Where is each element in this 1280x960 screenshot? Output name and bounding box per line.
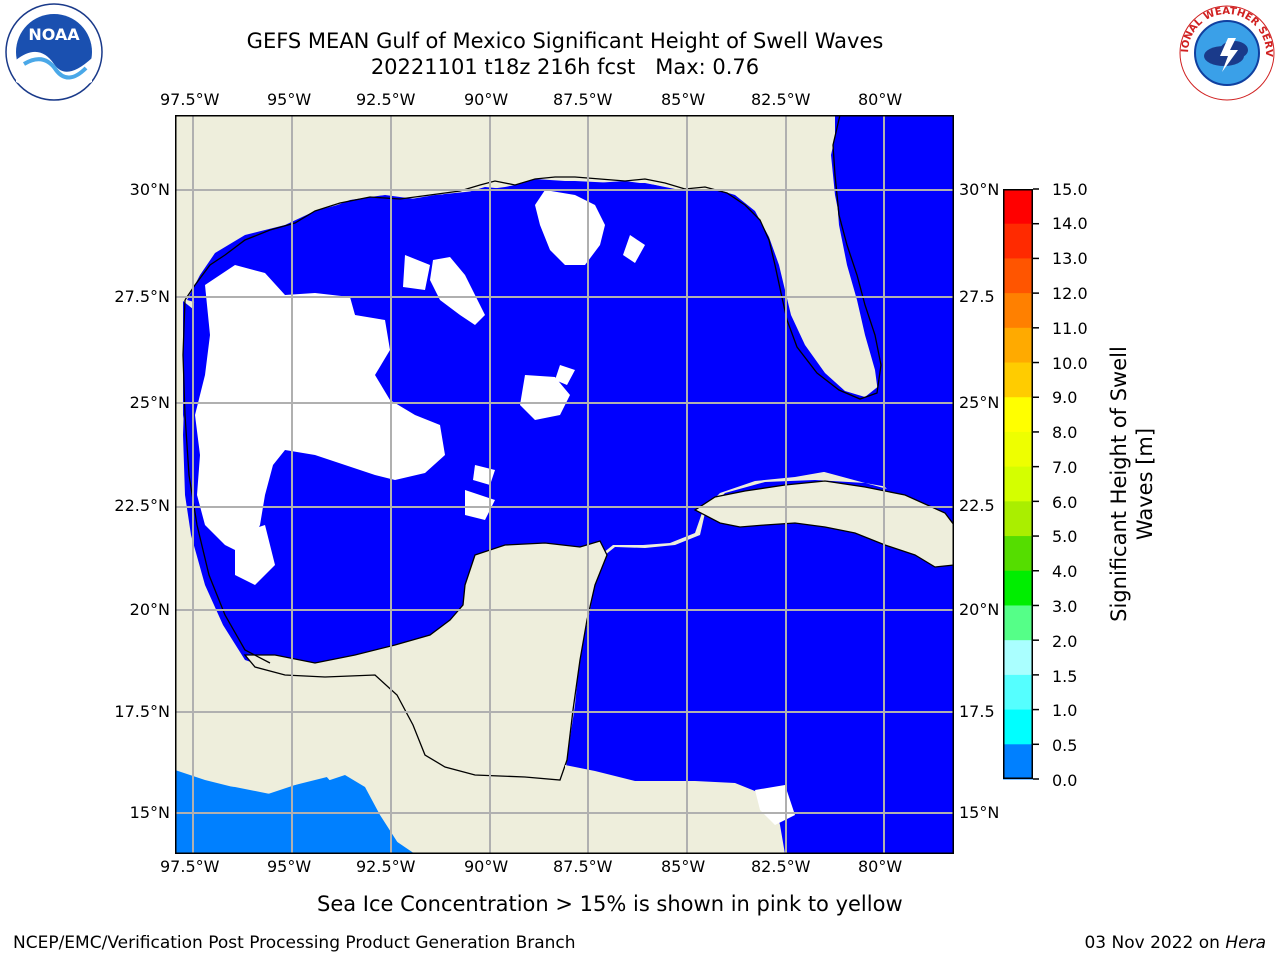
lat-label-left: 30°N xyxy=(129,180,170,199)
lon-label-bottom: 95°W xyxy=(267,857,312,876)
lat-label-right: 27.5 xyxy=(959,287,995,306)
colorbar-tick: 0.0 xyxy=(1052,771,1078,790)
noaa-logo: NOAA xyxy=(4,2,104,102)
colorbar-segment xyxy=(1003,640,1033,676)
footer-right: 03 Nov 2022 on Hera xyxy=(1084,933,1266,953)
colorbar-segment xyxy=(1003,362,1033,398)
lon-label-top: 85°W xyxy=(661,90,706,109)
no-data-patches xyxy=(195,190,795,825)
colorbar-segment xyxy=(1003,536,1033,572)
lat-label-right: 15°N xyxy=(959,803,1000,822)
chart-subtitle: 20221101 t18z 216h fcst Max: 0.76 xyxy=(370,55,760,79)
colorbar-segment xyxy=(1003,397,1033,433)
footer-host: Hera xyxy=(1225,933,1266,953)
colorbar-segment xyxy=(1003,570,1033,606)
colorbar-tick: 13.0 xyxy=(1052,249,1088,268)
colorbar-tick: 3.0 xyxy=(1052,597,1078,616)
lon-label-bottom: 90°W xyxy=(464,857,509,876)
lat-label-left: 20°N xyxy=(129,600,170,619)
lon-label-top: 92.5°W xyxy=(356,90,416,109)
colorbar-label-line2: Waves [m] xyxy=(1133,427,1157,541)
map-gridlines xyxy=(175,115,954,854)
colorbar-segment xyxy=(1003,501,1033,537)
colorbar-tick: 14.0 xyxy=(1052,214,1088,233)
lat-label-left: 25°N xyxy=(129,393,170,412)
colorbar-segment xyxy=(1003,466,1033,502)
lon-label-top: 87.5°W xyxy=(553,90,613,109)
chart-title: GEFS MEAN Gulf of Mexico Significant Hei… xyxy=(246,29,884,53)
colorbar-tick: 10.0 xyxy=(1052,354,1088,373)
colorbar-segment xyxy=(1003,709,1033,745)
lon-label-top: 80°W xyxy=(858,90,903,109)
colorbar-segment xyxy=(1003,605,1033,641)
colorbar-label-line1: Significant Height of Swell xyxy=(1107,346,1131,622)
lat-label-right: 25°N xyxy=(959,393,1000,412)
atlantic-ocean xyxy=(835,115,954,510)
colorbar-svg xyxy=(1003,188,1039,780)
colorbar-segment xyxy=(1003,223,1033,259)
lat-label-right: 30°N xyxy=(959,180,1000,199)
lon-label-bottom: 92.5°W xyxy=(356,857,416,876)
lon-label-bottom: 85°W xyxy=(661,857,706,876)
lat-label-right: 22.5 xyxy=(959,496,995,515)
lon-label-bottom: 80°W xyxy=(858,857,903,876)
central-america-land xyxy=(175,755,780,854)
colorbar-segment xyxy=(1003,189,1033,225)
colorbar-tick: 6.0 xyxy=(1052,493,1078,512)
colorbar-segment xyxy=(1003,744,1033,780)
colorbar-frame xyxy=(1003,189,1033,779)
colorbar-segment xyxy=(1003,327,1033,364)
sea-ice-note: Sea Ice Concentration > 15% is shown in … xyxy=(317,892,903,916)
yucatan-land xyxy=(243,540,608,781)
lat-label-right: 17.5 xyxy=(959,702,995,721)
lat-label-left: 17.5°N xyxy=(114,702,170,721)
colorbar-label: Significant Height of Swell Waves [m] xyxy=(1102,189,1162,779)
colorbar-tick: 0.5 xyxy=(1052,736,1078,755)
colorbar-segment xyxy=(1003,431,1033,468)
lat-label-left: 27.5°N xyxy=(114,287,170,306)
lat-label-left: 15°N xyxy=(129,803,170,822)
lat-label-left: 22.5°N xyxy=(114,496,170,515)
gulf-coastline xyxy=(184,114,882,400)
lon-label-top: 90°W xyxy=(464,90,509,109)
lon-label-bottom: 87.5°W xyxy=(553,857,613,876)
colorbar xyxy=(1003,188,1039,780)
lon-label-top: 95°W xyxy=(267,90,312,109)
colorbar-tick: 5.0 xyxy=(1052,527,1078,546)
colorbar-tick: 1.5 xyxy=(1052,667,1078,686)
cuba-land xyxy=(693,480,955,568)
colorbar-tick: 9.0 xyxy=(1052,388,1078,407)
colorbar-segment xyxy=(1003,674,1033,711)
colorbar-tick: 11.0 xyxy=(1052,319,1088,338)
lon-label-bottom: 97.5°W xyxy=(160,857,220,876)
footer-left: NCEP/EMC/Verification Post Processing Pr… xyxy=(13,933,576,953)
noaa-logo-text: NOAA xyxy=(28,25,80,44)
colorbar-segment xyxy=(1003,258,1033,294)
colorbar-tick: 4.0 xyxy=(1052,562,1078,581)
map-panel xyxy=(175,114,955,854)
colorbar-segment xyxy=(1003,293,1033,329)
nws-logo: NATIONAL WEATHER SERVICE xyxy=(1174,0,1276,102)
lon-label-top: 82.5°W xyxy=(751,90,811,109)
colorbar-tick: 8.0 xyxy=(1052,423,1078,442)
map-svg xyxy=(175,114,955,854)
map-frame xyxy=(175,115,954,854)
colorbar-tick: 12.0 xyxy=(1052,284,1088,303)
colorbar-tick: 2.0 xyxy=(1052,632,1078,651)
footer-date: 03 Nov 2022 on xyxy=(1084,933,1226,953)
lon-label-top: 97.5°W xyxy=(160,90,220,109)
colorbar-tick: 15.0 xyxy=(1052,180,1088,199)
colorbar-tick: 1.0 xyxy=(1052,701,1078,720)
lon-label-bottom: 82.5°W xyxy=(751,857,811,876)
lat-label-right: 20°N xyxy=(959,600,1000,619)
colorbar-tick: 7.0 xyxy=(1052,458,1078,477)
